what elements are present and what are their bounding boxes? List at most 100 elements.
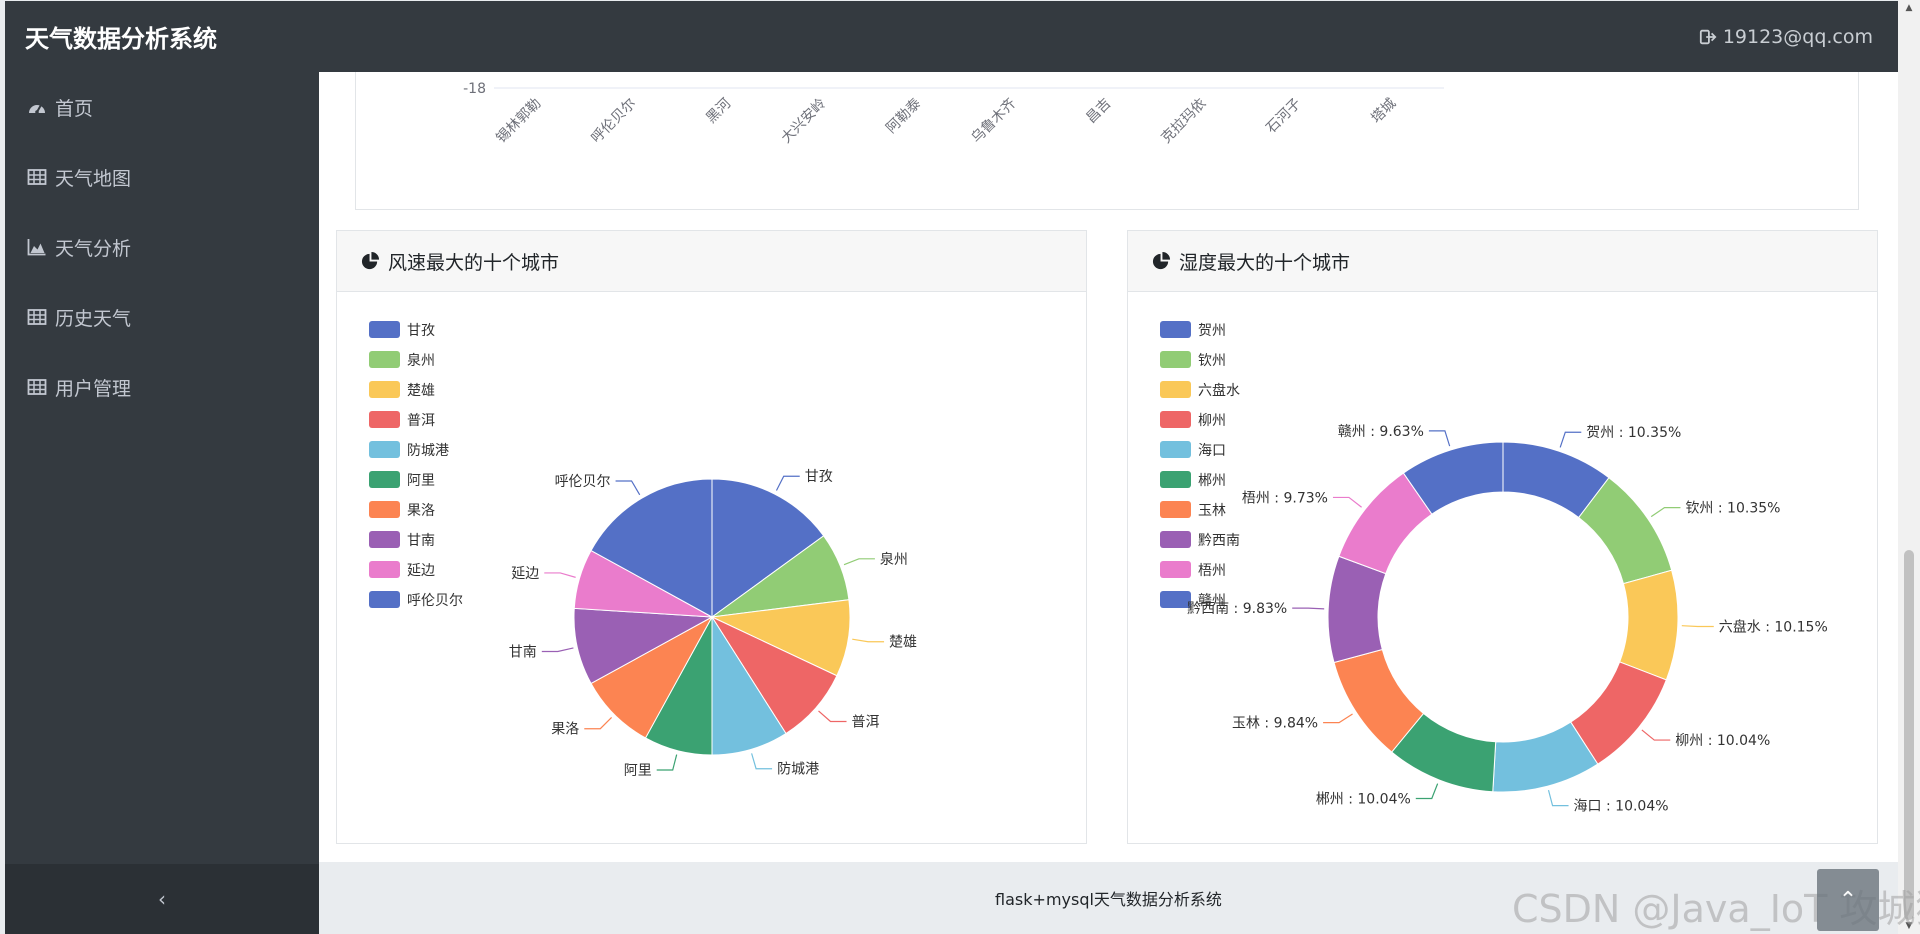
pie-chart-icon bbox=[361, 251, 380, 269]
legend-label: 赣州 bbox=[1198, 593, 1226, 609]
pie-chart-icon bbox=[1152, 251, 1171, 269]
sidebar-item-weather-map[interactable]: 天气地图 bbox=[5, 142, 319, 212]
sidebar-item-label: 历史天气 bbox=[55, 307, 132, 330]
leader-line bbox=[584, 716, 613, 730]
legend-swatch bbox=[369, 591, 400, 608]
slice-label: 六盘水 : 10.15% bbox=[1719, 618, 1828, 635]
legend-swatch bbox=[1160, 351, 1191, 368]
sidebar-item-home[interactable]: 首页 bbox=[5, 72, 319, 142]
slice-label: 郴州 : 10.04% bbox=[1316, 792, 1411, 808]
y-tick-label: -18 bbox=[463, 81, 486, 97]
legend-swatch bbox=[369, 471, 400, 488]
leader-line bbox=[751, 753, 773, 770]
legend-label: 泉州 bbox=[407, 352, 435, 369]
leader-line bbox=[818, 710, 847, 723]
legend-swatch bbox=[369, 561, 400, 578]
legend-swatch bbox=[369, 351, 400, 368]
pie-slice bbox=[711, 478, 825, 618]
legend-swatch bbox=[1160, 561, 1191, 578]
table-icon bbox=[27, 169, 47, 185]
temperature-chart-card: -18 锡林郭勒 呼伦贝尔 黑河 大兴安岭 阿勒泰 乌鲁木齐 昌吉 克拉玛依 石河子 塔城 bbox=[355, 72, 1859, 210]
legend-swatch bbox=[369, 531, 400, 548]
slice-label: 柳州 : 10.04% bbox=[1675, 732, 1770, 749]
slice-label: 阿里 bbox=[624, 763, 652, 779]
app-title: 天气数据分析系统 bbox=[25, 25, 217, 53]
logout-icon bbox=[1699, 29, 1717, 44]
leader-line bbox=[544, 572, 576, 578]
legend-label: 延边 bbox=[407, 563, 435, 579]
leader-line bbox=[1681, 625, 1714, 628]
legend-swatch bbox=[369, 321, 400, 338]
leader-line bbox=[656, 754, 678, 771]
leader-line bbox=[615, 480, 641, 496]
user-menu[interactable]: 19123@qq.com bbox=[1699, 26, 1873, 48]
legend-label: 甘孜 bbox=[407, 323, 435, 339]
x-tick-label: 昌吉 bbox=[1083, 96, 1114, 127]
humidity-card-title: 湿度最大的十个城市 bbox=[1179, 251, 1351, 274]
slice-label: 梧州 : 9.73% bbox=[1242, 490, 1328, 506]
pie-slice bbox=[590, 478, 713, 618]
legend-swatch bbox=[1160, 501, 1191, 518]
wind-card-body: 甘孜 泉州 楚雄 普洱 防城港 阿里 果洛 甘南 延边 呼伦贝尔 甘孜 泉州 楚雄 普洱 防城港 阿里 果洛 甘南… bbox=[337, 292, 1086, 844]
slice-label: 海口 : 10.04% bbox=[1574, 799, 1669, 815]
legend-label: 玉林 bbox=[1198, 503, 1226, 519]
pie-slice bbox=[1619, 569, 1679, 681]
legend-label: 郴州 bbox=[1198, 473, 1226, 489]
slice-label: 甘南 bbox=[509, 644, 537, 660]
leader-line bbox=[1428, 430, 1451, 447]
wind-card-header: 风速最大的十个城市 bbox=[337, 231, 1086, 292]
slice-label: 果洛 bbox=[551, 722, 579, 738]
leader-line bbox=[1415, 783, 1439, 800]
chevron-left-icon: ‹ bbox=[158, 887, 166, 911]
scroll-down-arrow-icon[interactable]: ▼ bbox=[1905, 921, 1913, 931]
page-scrollbar[interactable]: ▲ ▼ bbox=[1898, 0, 1920, 934]
slice-label: 普洱 bbox=[852, 714, 880, 730]
legend-label: 楚雄 bbox=[407, 383, 435, 399]
wind-card: 风速最大的十个城市 甘孜 泉州 楚雄 普洱 防城港 阿里 果洛 甘南 延边 呼伦贝尔 甘孜 泉州 楚雄普… bbox=[336, 230, 1087, 844]
legend-swatch bbox=[1160, 411, 1191, 428]
legend-swatch bbox=[369, 381, 400, 398]
legend-swatch bbox=[1160, 321, 1191, 338]
back-to-top-button[interactable]: ⌃ bbox=[1817, 869, 1879, 931]
sidebar-collapse-button[interactable]: ‹ bbox=[5, 864, 319, 934]
slice-label: 黔西南 : 9.83% bbox=[1187, 601, 1287, 617]
area-chart-icon bbox=[27, 239, 46, 256]
scrollbar-thumb[interactable] bbox=[1904, 550, 1914, 920]
legend-label: 呼伦贝尔 bbox=[407, 593, 463, 609]
sidebar-item-weather-analysis[interactable]: 天气分析 bbox=[5, 212, 319, 282]
leader-line bbox=[1292, 607, 1325, 610]
legend-label: 果洛 bbox=[407, 503, 435, 519]
scroll-up-arrow-icon[interactable]: ▲ bbox=[1905, 3, 1913, 13]
sidebar-item-history-weather[interactable]: 历史天气 bbox=[5, 282, 319, 352]
x-tick-label: 锡林郭勒 bbox=[493, 95, 545, 147]
leader-line bbox=[1323, 713, 1353, 724]
main-content: -18 锡林郭勒 呼伦贝尔 黑河 大兴安岭 阿勒泰 乌鲁木齐 昌吉 克拉玛依 石河子 塔城 风速最大… bbox=[319, 72, 1898, 862]
x-tick-label: 石河子 bbox=[1263, 96, 1304, 137]
humidity-card-body: 贺州 钦州 六盘水 柳州 海口 郴州 玉林 黔西南 梧州 赣州 贺州 : 10.35% 钦州 : 10… bbox=[1128, 292, 1877, 844]
footer-text: flask+mysql天气数据分析系统 bbox=[995, 890, 1222, 909]
legend-swatch bbox=[1160, 441, 1191, 458]
x-tick-label: 阿勒泰 bbox=[883, 96, 924, 137]
sidebar: 首页 天气地图 天气分析 历史天气 bbox=[5, 72, 319, 934]
x-tick-label: 大兴安岭 bbox=[778, 96, 829, 147]
legend-swatch bbox=[1160, 381, 1191, 398]
legend-swatch bbox=[369, 411, 400, 428]
sidebar-item-user-management[interactable]: 用户管理 bbox=[5, 352, 319, 422]
leader-line bbox=[1641, 729, 1671, 741]
slice-label: 防城港 bbox=[777, 762, 819, 778]
slice-label: 楚雄 bbox=[889, 635, 917, 651]
leader-line bbox=[1559, 431, 1582, 448]
legend-label: 阿里 bbox=[407, 473, 435, 489]
legend-swatch bbox=[1160, 471, 1191, 488]
sidebar-item-label: 天气分析 bbox=[55, 237, 132, 260]
legend-label: 钦州 bbox=[1198, 353, 1226, 369]
slice-label: 呼伦贝尔 bbox=[555, 474, 611, 490]
leader-line bbox=[843, 558, 875, 566]
humidity-card-header: 湿度最大的十个城市 bbox=[1128, 231, 1877, 292]
page-footer: flask+mysql天气数据分析系统 bbox=[319, 862, 1898, 934]
legend-swatch bbox=[1160, 591, 1191, 608]
leader-line bbox=[541, 647, 574, 653]
slice-label: 玉林 : 9.84% bbox=[1232, 716, 1318, 732]
